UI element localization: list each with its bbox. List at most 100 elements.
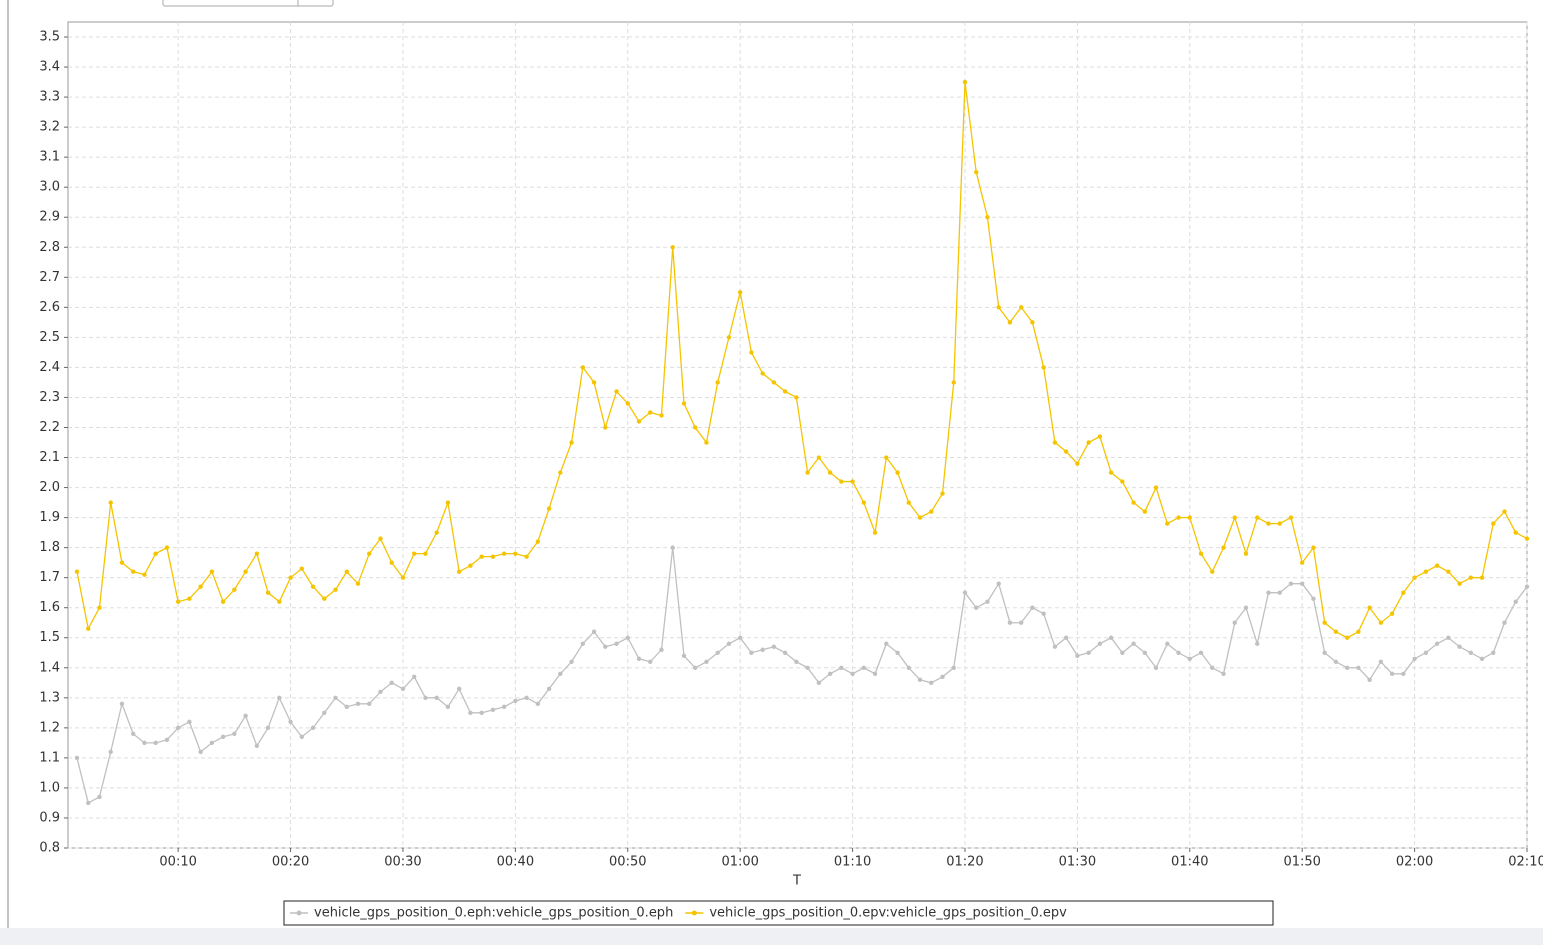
point — [1513, 599, 1518, 604]
point — [479, 710, 484, 716]
point — [1052, 644, 1058, 649]
point — [1075, 653, 1080, 658]
point — [277, 695, 282, 701]
point — [962, 590, 968, 595]
point — [1288, 581, 1294, 586]
point — [884, 455, 889, 460]
point — [1479, 656, 1485, 661]
point — [794, 659, 799, 664]
y-tick-label: 3.3 — [39, 90, 60, 105]
point — [1468, 650, 1473, 655]
point — [726, 641, 732, 646]
point — [1007, 320, 1013, 325]
point — [1491, 650, 1496, 655]
point — [164, 737, 170, 743]
point — [917, 515, 923, 520]
point — [659, 647, 664, 652]
y-tick-label: 1.9 — [39, 510, 60, 525]
point — [153, 740, 158, 746]
legend-label: vehicle_gps_position_0.eph:vehicle_gps_p… — [314, 906, 673, 921]
point — [108, 500, 113, 505]
point — [243, 569, 248, 574]
point — [187, 719, 192, 725]
point — [1423, 569, 1429, 574]
point — [1277, 590, 1282, 595]
point — [872, 530, 878, 535]
point — [479, 554, 484, 559]
point — [412, 674, 417, 679]
point — [490, 707, 496, 713]
x-tick-label: 00:20 — [272, 855, 309, 870]
point — [175, 725, 181, 731]
point — [760, 371, 765, 376]
point — [299, 734, 304, 740]
point — [490, 554, 496, 559]
point — [1434, 641, 1440, 646]
point — [97, 605, 102, 610]
point — [726, 335, 732, 340]
point — [1299, 581, 1305, 586]
y-tick-label: 2.1 — [39, 450, 60, 465]
point — [1030, 320, 1035, 325]
point — [648, 410, 653, 415]
point — [670, 545, 675, 550]
point — [400, 575, 406, 580]
x-tick-label: 00:50 — [609, 855, 646, 870]
point — [1030, 605, 1035, 610]
point — [715, 650, 720, 655]
point — [86, 800, 91, 806]
point — [1120, 479, 1125, 484]
point — [1311, 545, 1316, 550]
point — [153, 551, 158, 556]
point — [1187, 515, 1192, 520]
point — [198, 749, 203, 755]
point — [681, 653, 687, 658]
point — [1479, 575, 1485, 580]
x-tick-label: 00:30 — [384, 855, 421, 870]
point — [1142, 509, 1148, 514]
point — [310, 584, 316, 589]
point — [367, 551, 372, 556]
point — [1356, 629, 1361, 634]
point — [1446, 569, 1451, 574]
point — [535, 701, 541, 707]
point — [288, 575, 293, 580]
point — [906, 500, 911, 505]
point — [603, 425, 608, 430]
point — [1423, 650, 1429, 655]
point — [940, 491, 945, 496]
point — [1097, 641, 1103, 646]
point — [929, 509, 934, 514]
point — [378, 536, 383, 541]
point — [816, 455, 822, 460]
toolbar-field[interactable] — [162, 0, 334, 7]
point — [1255, 641, 1260, 646]
point — [1165, 521, 1170, 526]
point — [1266, 521, 1271, 526]
point — [580, 641, 586, 646]
point — [827, 470, 833, 475]
point — [456, 686, 462, 692]
point — [760, 647, 765, 652]
point — [1322, 620, 1327, 625]
point — [850, 479, 855, 484]
x-tick-label: 00:10 — [159, 855, 196, 870]
point — [1378, 659, 1384, 664]
y-tick-label: 2.4 — [39, 360, 60, 375]
point — [884, 641, 889, 646]
point — [277, 599, 282, 604]
point — [1176, 515, 1181, 520]
point — [771, 380, 777, 385]
y-tick-label: 1.7 — [39, 570, 60, 585]
point — [74, 755, 80, 761]
point — [985, 599, 990, 604]
point — [400, 686, 406, 692]
point — [468, 563, 473, 568]
point — [142, 572, 147, 577]
y-tick-label: 2.8 — [39, 240, 60, 255]
y-tick-label: 2.5 — [39, 330, 60, 345]
point — [254, 551, 260, 556]
point — [1333, 659, 1339, 664]
point — [1018, 305, 1024, 310]
